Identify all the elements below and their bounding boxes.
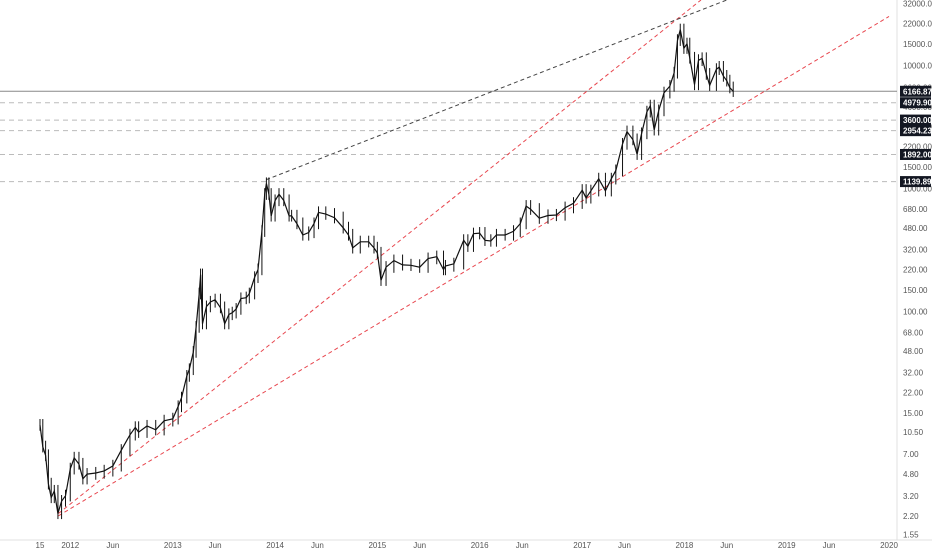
x-tick-label: 2014 bbox=[266, 541, 284, 550]
x-tick-label: 2019 bbox=[778, 541, 796, 550]
y-tick-label: 10000.00 bbox=[903, 61, 932, 70]
trendline bbox=[58, 16, 890, 517]
y-tick-label: 15000.00 bbox=[903, 40, 932, 49]
y-tick-label: 100.00 bbox=[903, 308, 928, 317]
y-tick-label: 7.00 bbox=[903, 450, 919, 459]
horizontal-levels bbox=[0, 90, 897, 183]
x-tick-label: 2012 bbox=[61, 541, 79, 550]
x-tick-label: 2018 bbox=[676, 541, 694, 550]
y-tick-label: 22000.00 bbox=[903, 19, 932, 28]
level-label-box bbox=[900, 148, 931, 160]
y-tick-label: 680.00 bbox=[903, 205, 928, 214]
y-tick-label: 220.00 bbox=[903, 266, 928, 275]
level-label-box bbox=[900, 125, 931, 137]
y-tick-label: 68.00 bbox=[903, 328, 924, 337]
x-tick-label: Jun bbox=[311, 541, 324, 550]
y-tick-label: 320.00 bbox=[903, 246, 928, 255]
level-labels: 6166.87 4979.90 3600.00 2954.23 1892.00 1139.… bbox=[900, 85, 932, 188]
y-tick-label: 10.50 bbox=[903, 428, 924, 437]
y-tick-label: 1.55 bbox=[903, 531, 919, 540]
y-tick-label: 1500.00 bbox=[903, 163, 932, 172]
level-label: 6166.87 bbox=[903, 87, 932, 96]
level-label: 1139.89 bbox=[903, 178, 932, 187]
level-label-box bbox=[900, 176, 931, 188]
level-label: 2954.23 bbox=[903, 127, 932, 136]
price-series bbox=[39, 23, 734, 520]
trendline bbox=[265, 0, 727, 181]
trendlines bbox=[58, 0, 890, 517]
x-tick-label: Jun bbox=[823, 541, 836, 550]
time-axis: 15 2012 Jun 2013 Jun 2014 Jun 2015 Jun 2016 Jun 201… bbox=[36, 541, 899, 550]
x-tick-label: 2013 bbox=[164, 541, 182, 550]
x-tick-label: Jun bbox=[618, 541, 631, 550]
x-tick-label: 2015 bbox=[368, 541, 386, 550]
level-label-box bbox=[900, 97, 931, 109]
level-label: 1892.00 bbox=[903, 150, 932, 159]
y-tick-label: 150.00 bbox=[903, 286, 928, 295]
y-tick-label: 4.80 bbox=[903, 470, 919, 479]
level-label-box bbox=[900, 114, 931, 126]
x-tick-label: 2017 bbox=[573, 541, 591, 550]
x-tick-label: Jun bbox=[413, 541, 426, 550]
y-tick-label: 48.00 bbox=[903, 347, 924, 356]
y-tick-label: 3.20 bbox=[903, 492, 919, 501]
y-tick-label: 32.00 bbox=[903, 369, 924, 378]
x-tick-label: Jun bbox=[209, 541, 222, 550]
x-tick-label: Jun bbox=[516, 541, 529, 550]
y-tick-label: 2200.00 bbox=[903, 142, 932, 151]
y-tick-label: 22.00 bbox=[903, 389, 924, 398]
y-tick-label: 1000.00 bbox=[903, 185, 932, 194]
y-tick-label: 32000.00 bbox=[903, 0, 932, 8]
x-tick-label: 2020 bbox=[880, 541, 898, 550]
price-line bbox=[39, 29, 734, 514]
x-tick-label: 15 bbox=[36, 541, 45, 550]
x-tick-label: 2016 bbox=[471, 541, 489, 550]
x-tick-label: Jun bbox=[720, 541, 733, 550]
level-label-box bbox=[900, 85, 931, 97]
level-label: 3600.00 bbox=[903, 116, 932, 125]
level-label: 4979.90 bbox=[903, 99, 932, 108]
y-tick-label: 480.00 bbox=[903, 224, 928, 233]
x-tick-label: Jun bbox=[106, 541, 119, 550]
y-tick-label: 15.00 bbox=[903, 409, 924, 418]
y-tick-label: 2.20 bbox=[903, 512, 919, 521]
